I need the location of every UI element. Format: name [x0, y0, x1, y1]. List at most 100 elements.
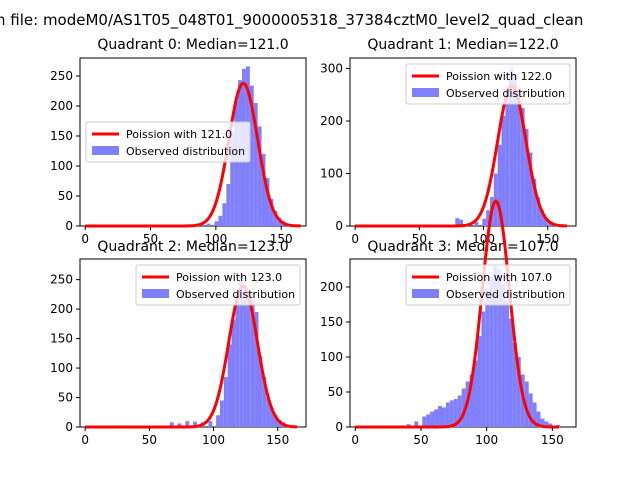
histogram-bar [177, 423, 182, 427]
histogram-bar [524, 128, 529, 226]
quadrant-3-chart: Quadrant 3: Median=107.0 0 50 100 150 0 50 100… [320, 199, 577, 447]
histogram-bar [270, 408, 274, 427]
histogram-bar [509, 68, 514, 226]
x-tick-label: 50 [143, 232, 158, 246]
histogram-bar [430, 411, 435, 427]
legend-entry-poisson: Poission with 107.0 [446, 271, 552, 284]
legend-entry-observed: Observed distribution [176, 288, 295, 301]
y-tick-label: 0 [65, 420, 73, 434]
y-tick-label: 150 [50, 129, 73, 143]
x-tick-label: 150 [541, 433, 564, 447]
x-tick-label: 50 [412, 232, 427, 246]
histogram-bar [516, 92, 521, 226]
histogram-bar [459, 219, 463, 226]
y-tick-label: 100 [320, 350, 343, 364]
histogram-bar [445, 402, 450, 427]
poisson-curve [354, 84, 568, 228]
legend-box [405, 264, 571, 306]
histogram-bar [219, 400, 224, 427]
legend-bar-swatch [92, 146, 119, 155]
legend-entry-poisson: Poission with 121.0 [126, 128, 232, 141]
histogram-bar [258, 356, 263, 427]
y-tick-label: 0 [65, 219, 73, 233]
histogram-bar [481, 311, 486, 427]
histogram-bar [249, 85, 254, 226]
quadrant-3-title: Quadrant 3: Median=107.0 [367, 239, 558, 255]
histogram-bar [261, 154, 266, 226]
x-tick-label: 0 [351, 232, 359, 246]
legend-box [405, 63, 571, 105]
y-tick-label: 50 [328, 385, 343, 399]
histogram-bar [516, 357, 521, 427]
quadrant-1-chart: Quadrant 1: Median=122.0 0 50 100 150010020… [320, 37, 577, 246]
histogram-bar [169, 422, 174, 427]
histogram-bar [273, 211, 278, 226]
histogram-bar [254, 312, 259, 427]
x-tick-label: 150 [266, 433, 289, 447]
histogram-bar [422, 416, 427, 427]
histogram-bar [455, 218, 460, 226]
histogram-bar [434, 409, 439, 427]
legend-box [135, 264, 301, 306]
x-tick-label: 150 [270, 232, 293, 246]
histogram-bar [266, 397, 271, 427]
histogram-bar [426, 414, 431, 427]
histogram-bar [246, 294, 251, 427]
histogram-bar [243, 285, 247, 427]
histogram-bar [473, 360, 478, 427]
x-tick-label: 100 [202, 433, 225, 447]
y-tick-label: 100 [50, 361, 73, 375]
histogram-bar [497, 144, 502, 226]
quadrant-0-title: Quadrant 0: Median=121.0 [97, 37, 288, 53]
histogram-bar [231, 319, 236, 427]
histogram-bar [185, 421, 190, 427]
histogram-bar [528, 152, 533, 226]
legend-entry-observed: Observed distribution [446, 288, 565, 301]
histogram-bar [501, 283, 506, 427]
quadrant-0-chart: Quadrant 0: Median=121.0 0 50 100 150 0 50 100… [50, 37, 307, 246]
y-tick-label: 300 [320, 62, 343, 76]
histogram-bar [536, 197, 541, 226]
histogram-bar [505, 88, 510, 226]
y-tick-label: 250 [50, 273, 73, 287]
histogram-bar [512, 343, 517, 427]
legend-box [85, 121, 251, 163]
histogram-bar [457, 395, 462, 427]
histogram-bar [543, 218, 548, 226]
legend-entry-poisson: Poission with 122.0 [446, 70, 552, 83]
histogram-bar [540, 418, 545, 427]
histogram-bar [216, 415, 220, 427]
legend-bar-swatch [142, 289, 169, 298]
x-tick-label: 0 [81, 433, 89, 447]
histogram-bar [235, 294, 240, 427]
legend-bar-swatch [412, 289, 439, 298]
histogram-bar [227, 344, 232, 427]
histogram-bar [453, 399, 458, 427]
histogram-bar [469, 374, 474, 427]
y-tick-label: 250 [50, 69, 73, 83]
histogram-bar [532, 178, 537, 226]
y-tick-label: 0 [335, 219, 343, 233]
histogram-bar [493, 266, 498, 427]
y-tick-label: 150 [320, 315, 343, 329]
poisson-curve [85, 81, 301, 228]
histogram-bar [520, 107, 525, 226]
figure-suptitle: n file: modeM0/AS1T05_048T01_9000005318_… [0, 11, 583, 30]
poisson-curve [355, 199, 560, 429]
quadrant-2-chart: Quadrant 2: Median=123.0 0 50 100 150 0 50 100… [50, 239, 307, 447]
legend-bar-swatch [412, 88, 439, 97]
histogram-bar [441, 407, 446, 427]
y-tick-label: 50 [58, 391, 73, 405]
y-tick-label: 100 [50, 159, 73, 173]
x-tick-label: 0 [81, 232, 89, 246]
histogram-bar [234, 101, 239, 226]
y-tick-label: 200 [320, 280, 343, 294]
histogram-bar [505, 301, 509, 427]
histogram-bar [547, 221, 552, 226]
histogram-bar [486, 210, 490, 226]
y-tick-label: 0 [335, 420, 343, 434]
histogram-bar [226, 184, 231, 226]
histogram-bar [257, 126, 262, 226]
x-tick-label: 100 [204, 232, 227, 246]
quadrant-2-title: Quadrant 2: Median=123.0 [97, 239, 288, 255]
